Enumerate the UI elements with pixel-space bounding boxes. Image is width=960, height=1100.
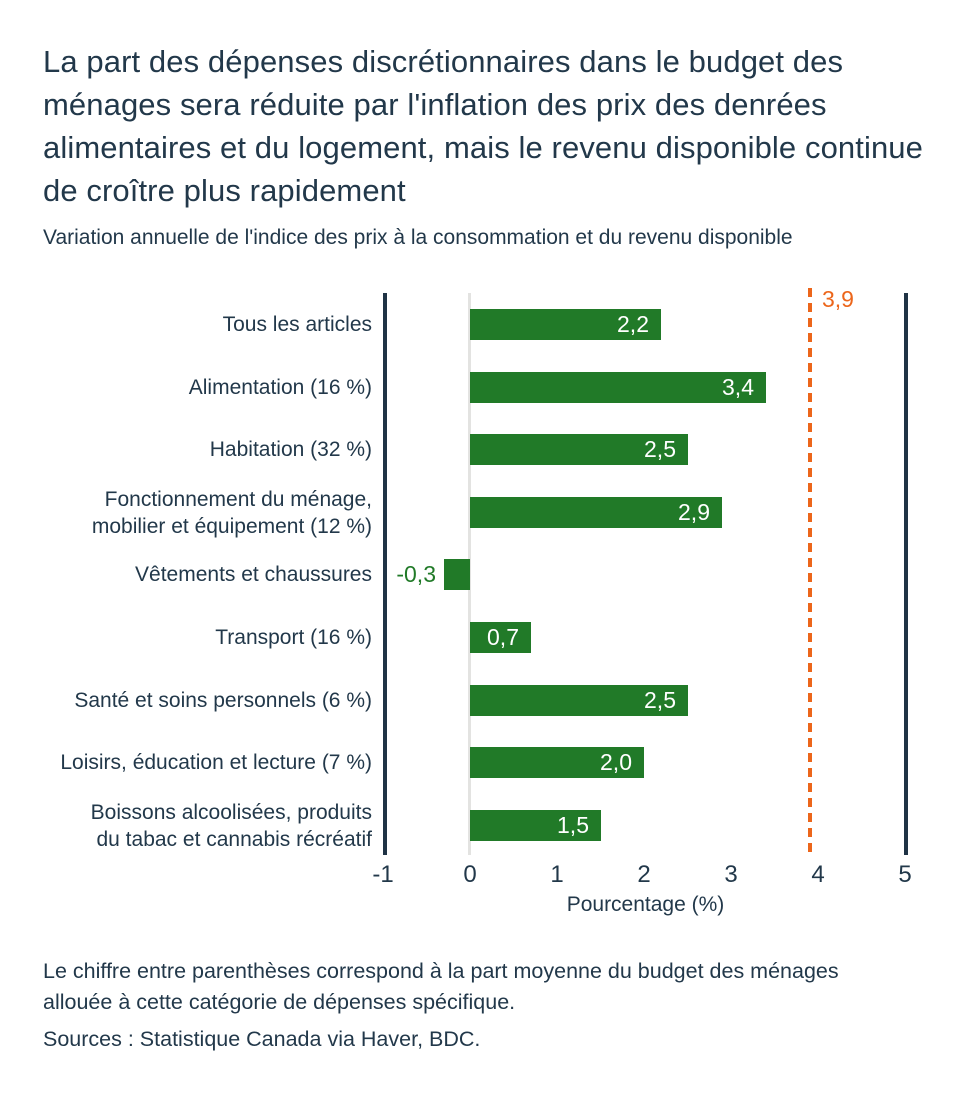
category-label: Loisirs, éducation et lecture (7 %) [60,751,372,774]
category-label: Transport (16 %) [215,626,372,649]
category-label: Alimentation (16 %) [188,376,372,399]
category-label: Santé et soins personnels (6 %) [74,689,372,712]
x-tick-label: 4 [811,861,825,888]
footnote-text: Le chiffre entre parenthèses correspond … [43,959,839,1014]
bar-chart: 3,9 Tous les articles 2,2 Alimentation (16… [60,286,912,916]
category-label: Habitation (32 %) [209,438,372,461]
category-label: Tous les articles [222,313,372,336]
bar-value-label: 1,5 [557,812,589,838]
bar [444,559,470,590]
bar-value-label: -0,3 [396,561,436,587]
reference-line-label: 3,9 [822,286,854,312]
x-tick-label: -1 [372,861,394,888]
bar: 2,2 [470,309,661,340]
bar: 0,7 [470,622,531,653]
bar-value-label: 2,5 [644,687,676,713]
bar: 2,0 [470,747,644,778]
left-axis-line [383,293,387,855]
bar: 2,5 [470,434,688,465]
bar: 2,9 [470,497,722,528]
x-tick-label: 5 [898,861,912,888]
bar: 2,5 [470,685,688,716]
sources-text: Sources : Statistique Canada via Haver, … [43,1027,481,1051]
x-tick-label: 3 [724,861,738,888]
chart-title: La part des dépenses discrétionnaires da… [43,44,923,208]
x-tick-label: 1 [550,861,564,888]
bar: 3,4 [470,372,766,403]
category-label: Fonctionnement du ménage, mobilier et éq… [91,487,372,538]
bar: 1,5 [470,810,601,841]
category-label: Vêtements et chaussures [135,563,372,586]
bar-value-label: 0,7 [487,624,519,650]
chart-subtitle: Variation annuelle de l'indice des prix … [43,226,793,249]
x-axis-title: Pourcentage (%) [566,893,725,916]
right-axis-line [904,293,908,855]
bar-value-label: 2,2 [617,311,649,337]
bar-value-label: 2,0 [600,749,632,775]
bar-value-label: 3,4 [722,374,754,400]
reference-dotted-line [808,288,812,855]
x-tick-label: 2 [637,861,651,888]
category-label: Boissons alcoolisées, produits du tabac … [90,800,372,851]
bar-value-label: 2,9 [678,499,710,525]
bar-value-label: 2,5 [644,436,676,462]
x-tick-label: 0 [463,861,477,888]
